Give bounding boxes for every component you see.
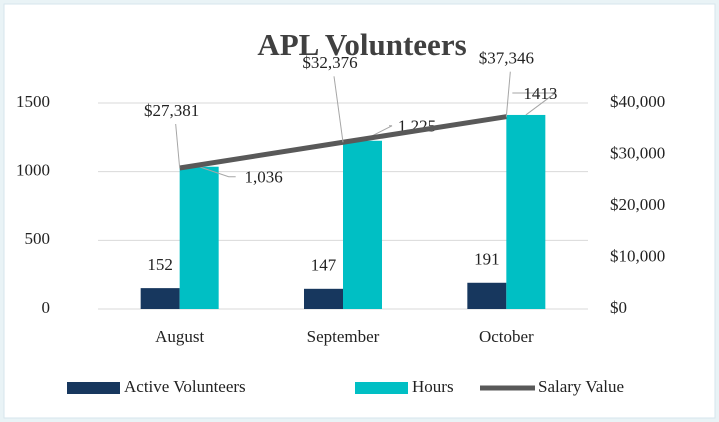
y-tick-label: 500 — [25, 229, 51, 248]
legend-swatch — [67, 382, 120, 394]
y-tick-label: 1000 — [16, 161, 50, 180]
data-label: $27,381 — [144, 101, 199, 120]
y2-tick-label: $20,000 — [610, 195, 665, 214]
bar — [179, 166, 219, 309]
data-label: 147 — [311, 256, 337, 275]
y2-tick-label: $30,000 — [610, 143, 665, 162]
leader-line — [333, 76, 344, 143]
y2-tick-label: $0 — [610, 298, 627, 317]
legend-label: Active Volunteers — [124, 377, 246, 396]
y-tick-label: 0 — [42, 298, 51, 317]
legend-swatch — [355, 382, 408, 394]
bar — [140, 288, 180, 309]
y-tick-label: 1500 — [16, 92, 50, 111]
chart-title: APL Volunteers — [257, 27, 466, 62]
data-label: 1,036 — [245, 168, 283, 187]
x-tick-label: October — [479, 327, 534, 346]
x-tick-label: August — [155, 327, 204, 346]
y2-tick-label: $10,000 — [610, 246, 665, 265]
data-label: 152 — [147, 255, 173, 274]
legend-label: Salary Value — [538, 377, 624, 396]
data-label: $37,346 — [479, 49, 534, 68]
legend-label: Hours — [412, 377, 454, 396]
bar — [467, 282, 507, 309]
y2-tick-label: $40,000 — [610, 92, 665, 111]
bar — [343, 140, 382, 309]
x-tick-label: September — [307, 327, 380, 346]
bar — [506, 114, 546, 309]
bar — [304, 288, 343, 309]
leader-line — [175, 123, 181, 169]
data-label: 1413 — [523, 84, 557, 103]
data-label: 191 — [474, 250, 500, 269]
leader-line — [199, 166, 236, 178]
data-label: $32,376 — [302, 53, 357, 72]
leader-line — [505, 71, 511, 117]
leader-line — [512, 92, 557, 116]
